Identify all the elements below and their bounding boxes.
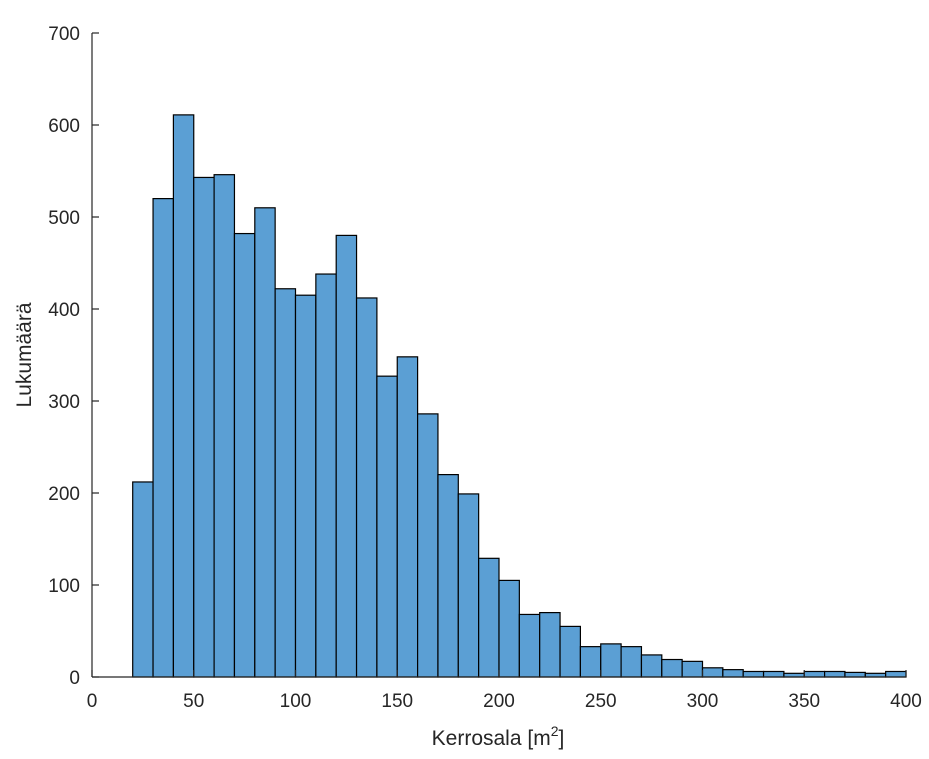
histogram-bar: [579, 646, 602, 678]
histogram-bar: [294, 294, 317, 678]
x-tick-label: 400: [890, 691, 922, 712]
x-tick-label: 150: [381, 691, 413, 712]
histogram-bar: [457, 493, 480, 678]
histogram-bar: [539, 611, 561, 678]
x-axis-title: Kerrosala [m2]: [432, 723, 565, 750]
x-tick-label: 350: [788, 691, 820, 712]
x-tick-label: 200: [483, 691, 515, 712]
x-axis-title-suffix: ]: [559, 727, 565, 750]
y-tick-label: 600: [48, 116, 80, 137]
histogram-bar: [132, 481, 154, 678]
x-axis-title-main: Kerrosala [m: [432, 727, 551, 750]
histogram-bar: [355, 297, 378, 678]
histogram-bar: [823, 670, 846, 678]
histogram-bar: [620, 646, 643, 678]
histogram-bar: [722, 669, 744, 678]
histogram-bar: [701, 667, 724, 678]
histogram-bar: [478, 557, 500, 678]
x-tick-label: 0: [87, 691, 98, 712]
histogram-bar: [803, 670, 826, 678]
histogram-bar: [762, 670, 785, 678]
y-tick-label: 300: [48, 392, 80, 413]
histogram-bar: [152, 198, 175, 678]
histogram-bar: [518, 613, 541, 678]
histogram-bar: [274, 288, 297, 678]
histogram-bar: [417, 413, 439, 678]
histogram-bar: [844, 671, 866, 678]
histogram-bar: [233, 232, 256, 678]
x-tick-label: 50: [183, 691, 204, 712]
x-axis-title-superscript: 2: [551, 723, 559, 739]
histogram-bar: [315, 273, 337, 678]
histogram-bar: [640, 654, 663, 678]
x-tick-label: 100: [280, 691, 312, 712]
axes-group: 0 100 200 300 400 500 600 700 0 50 100 150 200 250 300…: [48, 24, 922, 712]
histogram-bar: [172, 114, 195, 678]
y-tick-label: 100: [48, 576, 80, 597]
histogram-bar: [213, 174, 236, 678]
y-tick-label: 400: [48, 300, 80, 321]
y-tick-label: 200: [48, 484, 80, 505]
y-tick-label: 700: [48, 24, 80, 45]
histogram-bar: [885, 670, 907, 678]
histogram-bar: [559, 625, 581, 678]
histogram-bar: [498, 579, 520, 678]
histogram-bar: [661, 658, 683, 678]
y-tick-label: 0: [69, 668, 80, 689]
histogram-bar: [396, 356, 419, 678]
axis-labels-group: Lukumäärä Kerrosala [m2]: [13, 302, 564, 750]
histogram-bar: [681, 660, 704, 678]
x-tick-label: 300: [687, 691, 719, 712]
histogram-bar: [437, 474, 459, 678]
histogram-bar: [742, 670, 765, 678]
y-axis-title: Lukumäärä: [13, 302, 36, 407]
histogram-bar: [600, 643, 622, 678]
x-tick-label: 250: [585, 691, 617, 712]
y-tick-label: 500: [48, 208, 80, 229]
bars-group: [132, 114, 907, 678]
histogram-bar: [193, 176, 215, 678]
histogram-bar: [335, 234, 358, 678]
histogram-bar: [254, 207, 276, 678]
histogram-bar: [376, 375, 398, 678]
